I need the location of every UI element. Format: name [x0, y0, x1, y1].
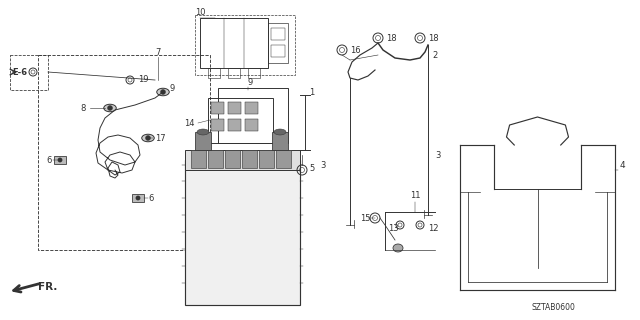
- Text: 9: 9: [169, 84, 174, 92]
- Bar: [248, 68, 260, 78]
- Bar: [245, 102, 258, 114]
- Bar: [228, 119, 241, 131]
- Bar: [228, 102, 241, 114]
- Text: 16: 16: [350, 45, 360, 54]
- Circle shape: [108, 106, 113, 110]
- Bar: [208, 68, 220, 78]
- Bar: [225, 150, 240, 168]
- Bar: [208, 98, 273, 143]
- Text: FR.: FR.: [38, 282, 58, 292]
- Circle shape: [58, 158, 63, 163]
- Bar: [218, 88, 288, 143]
- Bar: [245, 119, 258, 131]
- Bar: [211, 102, 224, 114]
- Text: SZTAB0600: SZTAB0600: [531, 303, 575, 313]
- Text: 7: 7: [155, 47, 161, 57]
- Ellipse shape: [141, 134, 154, 142]
- Text: 5: 5: [309, 164, 314, 172]
- Text: 2: 2: [432, 51, 437, 60]
- Text: 6: 6: [46, 156, 51, 164]
- Bar: [185, 160, 300, 305]
- Ellipse shape: [274, 129, 286, 135]
- Text: 15: 15: [360, 213, 371, 222]
- Bar: [185, 150, 300, 170]
- Text: 19: 19: [138, 75, 148, 84]
- Text: 18: 18: [386, 34, 397, 43]
- Circle shape: [145, 135, 150, 140]
- Bar: [268, 23, 288, 63]
- Bar: [272, 132, 288, 150]
- Text: 12: 12: [428, 223, 438, 233]
- Text: 8: 8: [80, 103, 85, 113]
- Ellipse shape: [393, 244, 403, 252]
- Ellipse shape: [197, 129, 209, 135]
- Bar: [211, 119, 224, 131]
- Bar: [38, 55, 210, 250]
- Text: 3: 3: [320, 161, 325, 170]
- Text: 10: 10: [195, 7, 205, 17]
- Bar: [242, 150, 257, 168]
- Circle shape: [161, 90, 166, 94]
- Bar: [191, 150, 206, 168]
- Ellipse shape: [104, 104, 116, 112]
- Text: 4: 4: [620, 161, 626, 170]
- Text: 18: 18: [428, 34, 438, 43]
- Text: 3: 3: [435, 150, 440, 159]
- Bar: [259, 150, 274, 168]
- Bar: [10, 55, 48, 90]
- Circle shape: [136, 196, 140, 200]
- Bar: [208, 150, 223, 168]
- Text: 14: 14: [184, 118, 195, 127]
- Bar: [271, 45, 285, 57]
- Bar: [195, 132, 211, 150]
- Bar: [271, 28, 285, 40]
- Text: 11: 11: [410, 190, 420, 199]
- Text: 13: 13: [388, 223, 399, 233]
- Bar: [200, 18, 268, 68]
- Text: 1: 1: [309, 87, 314, 97]
- Bar: [132, 194, 144, 202]
- Ellipse shape: [157, 88, 169, 96]
- Bar: [195, 15, 295, 75]
- Bar: [228, 68, 240, 78]
- Bar: [54, 156, 66, 164]
- Bar: [276, 150, 291, 168]
- Text: E-6: E-6: [12, 68, 27, 76]
- Text: 17: 17: [155, 133, 166, 142]
- Text: 6: 6: [148, 194, 154, 203]
- Text: 9: 9: [248, 77, 253, 86]
